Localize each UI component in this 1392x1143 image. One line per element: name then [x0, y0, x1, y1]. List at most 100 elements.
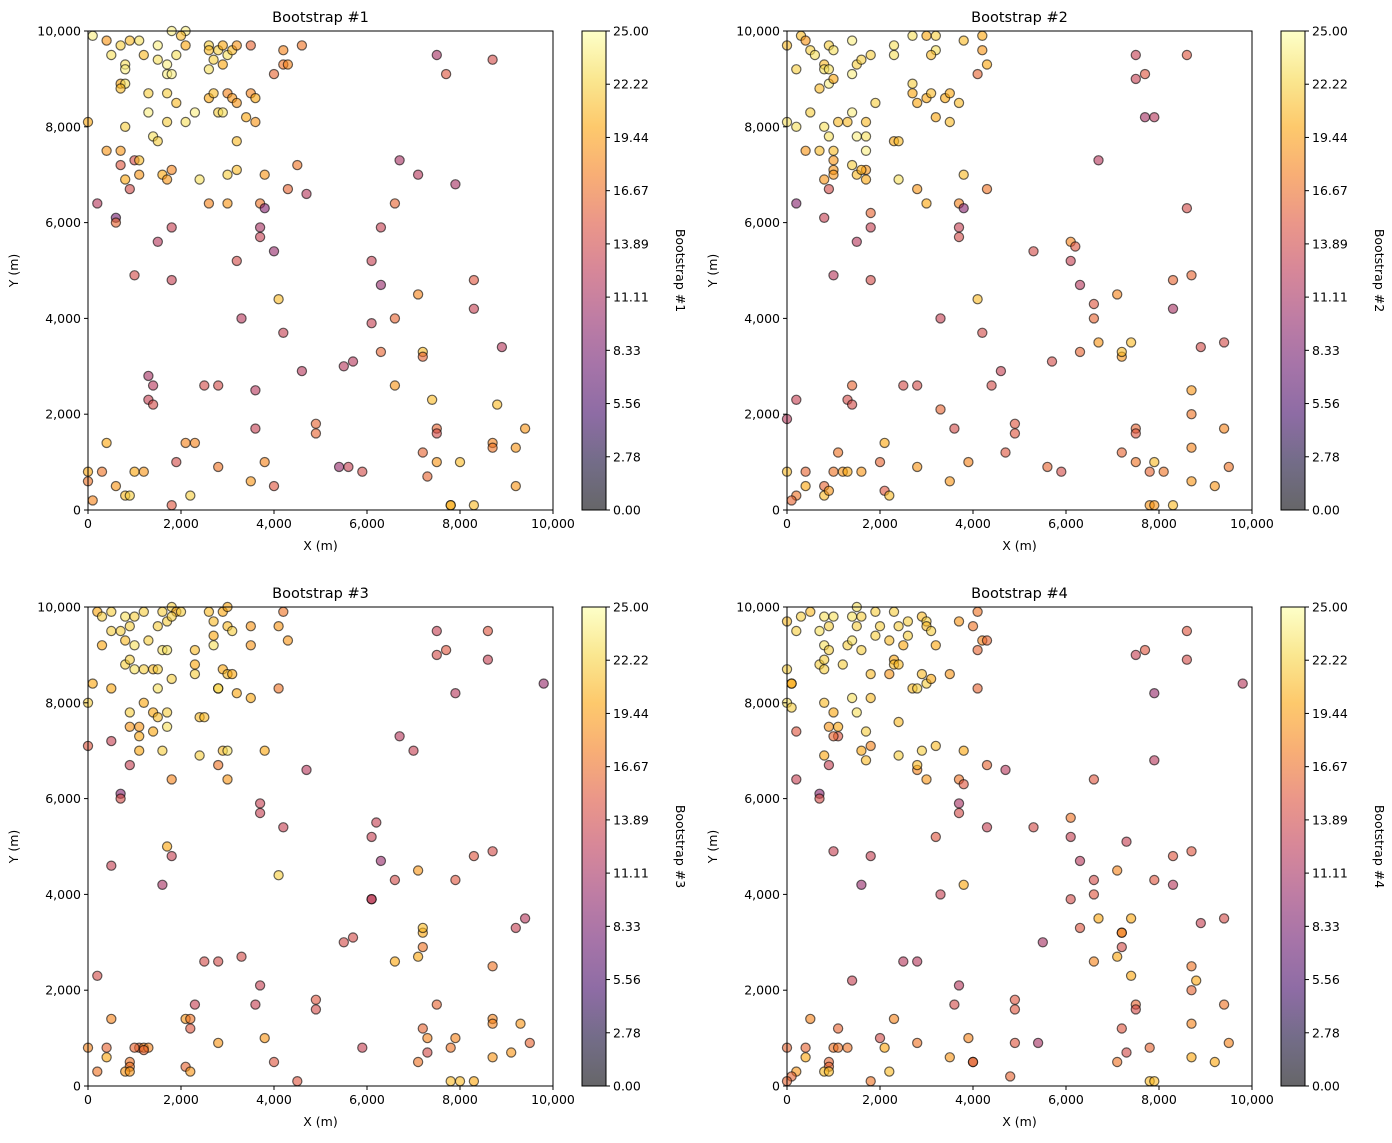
colorbar-tick-label: 5.56 — [613, 972, 641, 987]
data-point — [791, 121, 802, 133]
x-axis-label: X (m) — [303, 1114, 337, 1129]
data-point — [273, 621, 284, 632]
y-axis-label: Y (m) — [705, 830, 720, 865]
colorbar-tick-label: 0.00 — [613, 1079, 641, 1094]
colorbar-tick-label: 2.78 — [1312, 1025, 1340, 1040]
y-tick-label: 10,000 — [37, 600, 81, 615]
data-point — [389, 313, 401, 324]
data-point — [296, 40, 308, 51]
data-point — [212, 956, 224, 967]
colorbar-tick-label: 16.67 — [1312, 183, 1348, 198]
data-point — [217, 40, 228, 51]
colorbar-label: Bootstrap #3 — [673, 805, 688, 888]
data-point — [440, 644, 452, 656]
data-point — [925, 625, 937, 637]
data-point — [310, 428, 322, 439]
data-point — [791, 64, 802, 75]
data-point — [1130, 49, 1142, 61]
data-point — [1195, 917, 1207, 929]
data-point — [212, 759, 224, 771]
data-point — [981, 759, 993, 771]
data-point — [958, 35, 969, 46]
data-point — [371, 817, 382, 828]
data-point — [856, 879, 867, 891]
data-point — [842, 466, 853, 477]
data-point — [175, 30, 187, 41]
axes-frame — [87, 30, 554, 511]
data-point — [1093, 155, 1104, 166]
panel-title: Bootstrap #3 — [272, 586, 369, 602]
x-tick-label: 0 — [783, 1092, 791, 1107]
data-point — [138, 1044, 149, 1056]
data-point — [860, 116, 872, 128]
data-point — [129, 466, 140, 477]
data-point — [231, 255, 242, 267]
data-point — [157, 606, 168, 618]
data-point — [1005, 1071, 1016, 1082]
data-point — [925, 49, 937, 61]
data-point — [282, 59, 294, 70]
data-point — [893, 621, 904, 632]
data-point — [972, 294, 983, 305]
data-point — [468, 1075, 480, 1087]
data-point — [203, 198, 215, 209]
data-point — [1149, 755, 1160, 766]
data-point — [199, 956, 210, 967]
colorbar-frame — [1280, 606, 1306, 1087]
data-point — [519, 913, 531, 924]
data-point — [161, 721, 173, 733]
data-point — [194, 174, 205, 185]
data-point — [1116, 1023, 1128, 1034]
colorbar-tick-label: 11.11 — [1312, 866, 1348, 881]
data-point — [884, 1066, 895, 1077]
data-point — [870, 97, 881, 109]
data-point — [944, 668, 956, 680]
data-point — [375, 346, 387, 358]
data-point — [333, 461, 345, 473]
data-point — [454, 1075, 466, 1087]
data-point — [101, 145, 112, 156]
data-point — [217, 107, 228, 118]
data-point — [1074, 922, 1086, 934]
data-point — [846, 635, 858, 646]
data-point — [347, 356, 359, 367]
data-point — [953, 616, 965, 627]
data-point — [791, 394, 802, 405]
data-point — [1065, 831, 1076, 843]
colorbar-tick-label: 8.33 — [1312, 919, 1340, 934]
data-point — [995, 365, 1007, 377]
data-point — [902, 616, 914, 627]
data-point — [259, 745, 270, 756]
x-tick-label: 0 — [84, 516, 92, 531]
data-point — [101, 35, 112, 46]
data-point — [282, 183, 294, 195]
data-point — [268, 246, 280, 257]
data-point — [245, 40, 256, 51]
data-point — [106, 735, 117, 747]
data-point — [860, 131, 872, 142]
data-point — [958, 169, 969, 180]
data-point — [138, 466, 149, 477]
data-point — [786, 702, 797, 713]
data-point — [870, 630, 881, 641]
data-point — [254, 980, 266, 991]
data-point — [819, 174, 830, 185]
points-layer — [82, 25, 531, 511]
data-point — [893, 135, 904, 147]
y-tick-label: 8,000 — [744, 695, 780, 710]
data-point — [846, 399, 858, 410]
data-point — [786, 678, 797, 689]
data-point — [1111, 289, 1123, 300]
data-point — [389, 874, 401, 886]
y-tick-label: 10,000 — [37, 24, 81, 39]
colorbar-tick-label: 25.00 — [1312, 600, 1348, 615]
colorbar-frame — [1280, 30, 1306, 511]
data-point — [879, 1042, 890, 1053]
data-point — [417, 941, 428, 953]
data-point — [865, 692, 876, 704]
data-point — [795, 611, 807, 622]
data-point — [814, 145, 825, 156]
data-point — [856, 611, 867, 622]
x-tick-label: 8,000 — [442, 516, 478, 531]
x-tick-label: 6,000 — [1048, 1092, 1084, 1107]
